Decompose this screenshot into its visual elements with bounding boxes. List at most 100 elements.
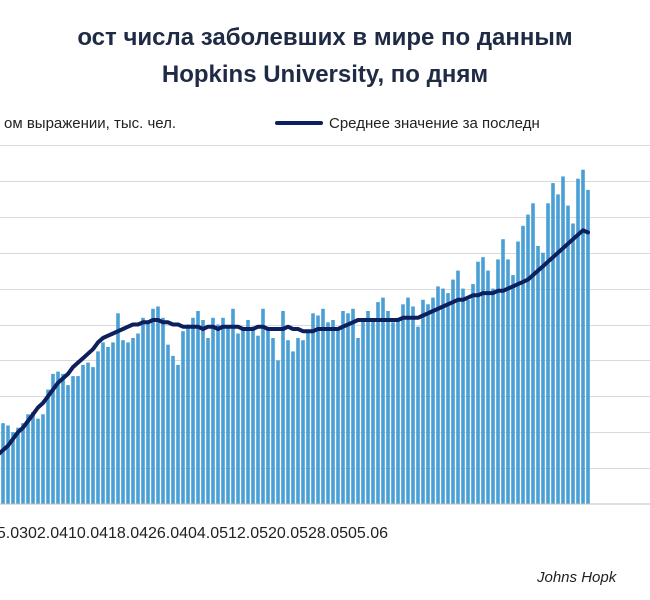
- bar: [161, 317, 165, 504]
- bar: [411, 306, 415, 504]
- bar: [561, 176, 565, 504]
- bar: [281, 311, 285, 504]
- bar: [96, 351, 100, 504]
- bar: [536, 246, 540, 504]
- bar: [321, 308, 325, 504]
- x-tick-labels: 25.0302.0410.0418.0426.0404.0512.0520.05…: [0, 525, 388, 542]
- x-tick-label: 26.04: [148, 525, 188, 542]
- bar: [146, 322, 150, 504]
- bar: [91, 367, 95, 504]
- bar: [476, 261, 480, 504]
- bar: [331, 320, 335, 504]
- bar: [531, 203, 535, 505]
- bar: [101, 342, 105, 504]
- bar: [566, 205, 570, 504]
- bar: [316, 315, 320, 504]
- bar: [336, 329, 340, 504]
- bar: [351, 308, 355, 504]
- bar: [6, 425, 10, 504]
- bar: [501, 239, 505, 504]
- bar: [511, 275, 515, 504]
- bar: [191, 317, 195, 504]
- bar: [416, 326, 420, 504]
- bar: [581, 169, 585, 504]
- bar: [126, 342, 130, 504]
- bar: [271, 338, 275, 504]
- x-tick-label: 12.05: [228, 525, 268, 542]
- bar: [201, 320, 205, 504]
- bar: [576, 178, 580, 504]
- bar: [141, 317, 145, 504]
- bar: [16, 427, 20, 504]
- bar: [56, 371, 60, 504]
- bar: [356, 338, 360, 504]
- bar: [381, 297, 385, 504]
- bar: [506, 259, 510, 504]
- bar: [436, 286, 440, 504]
- bar: [301, 340, 305, 504]
- bar: [76, 376, 80, 504]
- bar: [396, 317, 400, 504]
- bar: [156, 306, 160, 504]
- bar: [461, 288, 465, 504]
- bar: [46, 389, 50, 504]
- bar: [86, 362, 90, 504]
- bar: [406, 297, 410, 504]
- bar: [366, 311, 370, 504]
- bar: [446, 293, 450, 504]
- bar: [571, 223, 575, 504]
- x-tick-label: 04.05: [188, 525, 228, 542]
- bar: [486, 270, 490, 504]
- bar: [521, 225, 525, 505]
- legend-bar-label: ом выражении, тыс. чел.: [4, 115, 176, 132]
- bar: [471, 284, 475, 504]
- bar: [401, 304, 405, 504]
- bar: [151, 308, 155, 504]
- chart-title-line-1: ост числа заболевших в мире по данным: [77, 24, 572, 51]
- bar: [551, 183, 555, 504]
- x-tick-label: 28.05: [308, 525, 348, 542]
- bar: [426, 304, 430, 504]
- bar: [586, 189, 590, 504]
- bar: [106, 346, 110, 504]
- bar: [251, 326, 255, 504]
- bar: [41, 414, 45, 505]
- bar: [451, 279, 455, 504]
- bar: [371, 320, 375, 504]
- bar: [266, 329, 270, 504]
- bar: [431, 297, 435, 504]
- bar: [291, 351, 295, 504]
- bar: [341, 311, 345, 504]
- bar: [256, 335, 260, 504]
- x-tick-label: 02.04: [28, 525, 68, 542]
- bar: [31, 412, 35, 504]
- bar: [181, 331, 185, 504]
- bar: [296, 338, 300, 504]
- bar: [546, 203, 550, 505]
- bar: [36, 418, 40, 504]
- bar: [206, 338, 210, 504]
- bar: [51, 373, 55, 504]
- x-tick-label: 10.04: [68, 525, 108, 542]
- bar: [116, 313, 120, 504]
- bar: [391, 322, 395, 504]
- bar: [556, 194, 560, 504]
- bar: [131, 338, 135, 504]
- bar: [376, 302, 380, 504]
- bar: [171, 355, 175, 504]
- x-tick-label: 25.03: [0, 525, 28, 542]
- x-tick-label: 20.05: [268, 525, 308, 542]
- bar: [276, 360, 280, 504]
- bar: [306, 331, 310, 504]
- bar: [456, 270, 460, 504]
- bar: [236, 333, 240, 504]
- legend-line-label: Среднее значение за последн: [329, 115, 540, 132]
- bar: [121, 340, 125, 504]
- x-tick-label: 05.06: [348, 525, 388, 542]
- bar: [211, 317, 215, 504]
- bar: [241, 329, 245, 504]
- bar: [21, 423, 25, 504]
- bar-series: [1, 169, 590, 505]
- bar: [346, 313, 350, 504]
- bar: [221, 317, 225, 504]
